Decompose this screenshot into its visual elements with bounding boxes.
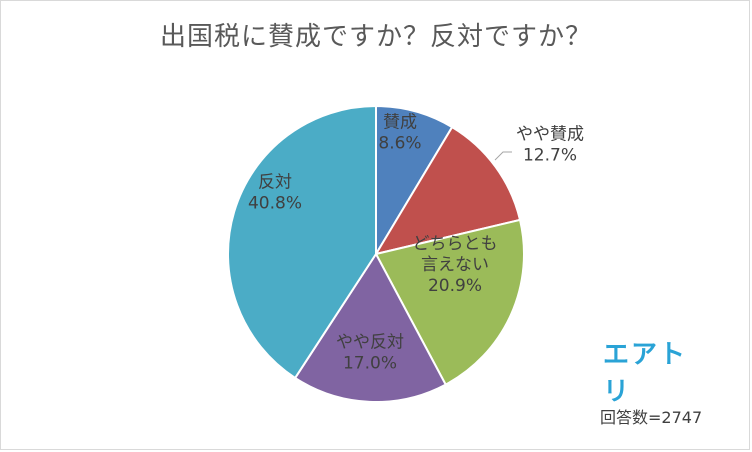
- pie-labels: 賛成 8.6% やや賛成 12.7% どちらとも言えない 20.9%やや反対 17.0% 反対…: [248, 113, 584, 374]
- slice-label: 反対 40.8%: [248, 173, 302, 214]
- respondent-count: 回答数=2747: [600, 408, 703, 427]
- pie-slice: [374, 218, 525, 386]
- slice-label: やや反対 17.0%: [336, 333, 404, 374]
- leader-line: [494, 151, 512, 161]
- pie-slice: [293, 252, 448, 403]
- brand-logo: エアトリ: [603, 340, 688, 407]
- slice-label: 賛成 8.6%: [378, 113, 421, 154]
- slice-label: どちらとも言えない 20.9%: [413, 234, 498, 296]
- chart-title: 出国税に賛成ですか？反対ですか？: [159, 22, 592, 52]
- pie-slice: [227, 104, 377, 380]
- pie-slices: [227, 104, 525, 403]
- pie-slice: [373, 125, 522, 256]
- slice-label: やや賛成 12.7%: [516, 125, 584, 166]
